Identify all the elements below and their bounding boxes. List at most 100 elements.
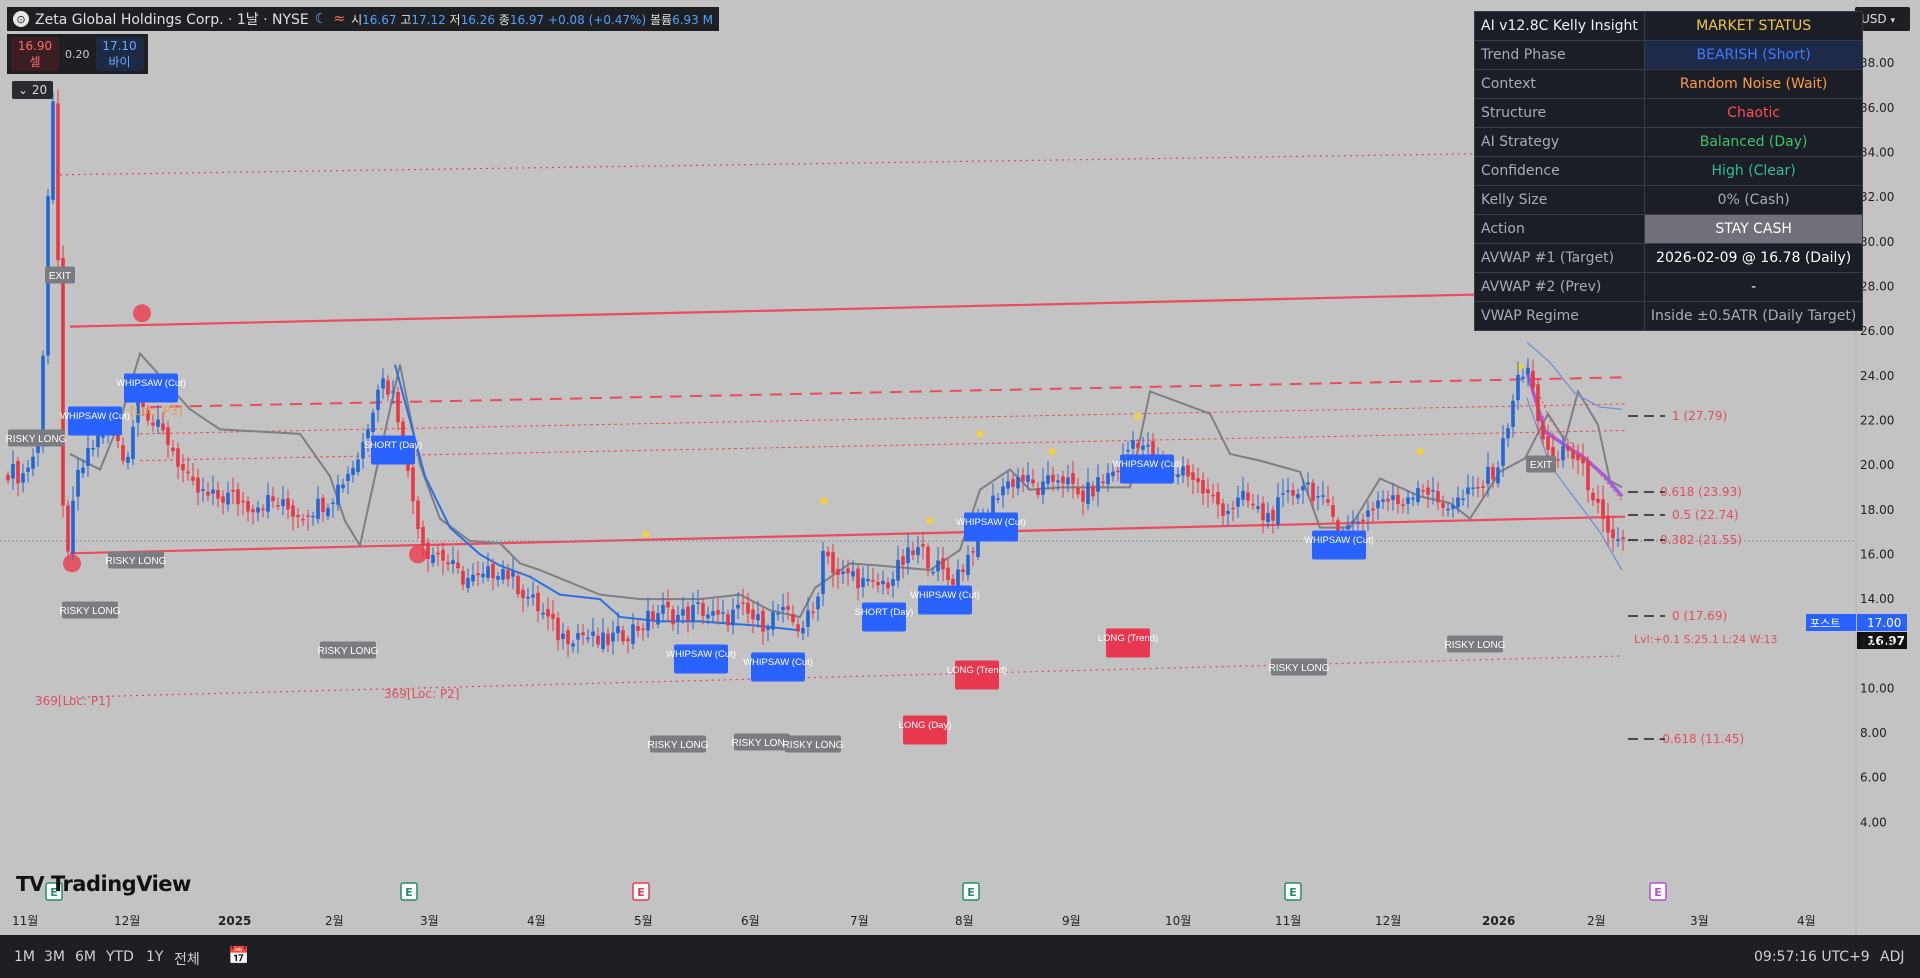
- candle-body: [1501, 438, 1505, 466]
- candle-body: [181, 463, 185, 471]
- candle-body: [1256, 506, 1260, 509]
- candle-body: [216, 489, 220, 499]
- panel-row: VWAP Regime Inside ±0.5ATR (Daily Target): [1474, 301, 1864, 331]
- candle-body: [1621, 537, 1625, 540]
- candle-body: [336, 484, 340, 505]
- candle-body: [751, 609, 755, 620]
- fib-label: -0.618 (11.45): [1658, 732, 1744, 746]
- range-6m[interactable]: 6M: [75, 949, 96, 965]
- candle-body: [901, 556, 905, 565]
- candle-body: [1221, 503, 1225, 516]
- panel-key: AVWAP #2 (Prev): [1474, 272, 1645, 302]
- candle-body: [136, 397, 140, 423]
- price-tick-label: 32.00: [1860, 190, 1894, 204]
- candle-body: [1481, 486, 1485, 488]
- candle-body: [436, 552, 440, 555]
- candle-body: [396, 391, 400, 423]
- candle-body: [151, 422, 155, 426]
- candle-body: [661, 604, 665, 614]
- candle-body: [36, 443, 40, 453]
- candle-body: [96, 435, 100, 448]
- candle-body: [426, 542, 430, 560]
- level-annotation: Lvl:+0.1 S:25.1 L:24 W:13: [1634, 633, 1778, 646]
- candle-body: [61, 257, 65, 506]
- candle-body: [1081, 490, 1085, 502]
- signal-label: RISKY LONG: [60, 601, 121, 619]
- signal-box: [1447, 635, 1503, 653]
- signal-label: RISKY LONG: [783, 735, 844, 753]
- fib-label: 0.382 (21.55): [1660, 533, 1742, 547]
- sell-button[interactable]: 16.90 셀: [11, 37, 59, 71]
- candle-body: [376, 389, 380, 410]
- time-axis[interactable]: 11월 12월 2025 2월 3월 4월 5월 6월 7월 8월 9월 10월 11월 12월 2026 2…: [12, 914, 1816, 928]
- calendar-icon[interactable]: 📅: [228, 946, 250, 966]
- earnings-marker: E: [400, 882, 418, 901]
- candle-body: [411, 467, 415, 502]
- signal-box: [1526, 455, 1556, 473]
- buy-button[interactable]: 17.10 바이: [95, 37, 144, 71]
- candle-body: [191, 476, 195, 481]
- time-tick-label: 10월: [1165, 914, 1191, 928]
- range-ytd[interactable]: YTD: [106, 949, 134, 965]
- range-3m[interactable]: 3M: [44, 949, 65, 965]
- time-tick-label: 2025: [218, 914, 251, 928]
- price-tick-label: 36.00: [1860, 101, 1894, 115]
- signal-box: [8, 429, 64, 447]
- candle-body: [76, 469, 80, 497]
- candle-body: [31, 456, 35, 469]
- candle-body: [41, 355, 45, 444]
- currency-selector[interactable]: USD ▾: [1855, 7, 1910, 31]
- signal-box: [903, 715, 947, 745]
- candle-body: [441, 549, 445, 561]
- time-tick-label: 12월: [114, 914, 140, 928]
- indicators-toggle[interactable]: ⌄ 20: [12, 81, 54, 99]
- signal-box: [650, 735, 706, 753]
- candle-body: [1381, 499, 1385, 502]
- candle-body: [446, 562, 450, 565]
- candle-body: [431, 554, 435, 564]
- candle-body: [621, 630, 625, 642]
- range-1y[interactable]: 1Y: [146, 949, 164, 965]
- panel-value: Balanced (Day): [1643, 127, 1864, 157]
- clock-readout[interactable]: 09:57:16 UTC+9: [1754, 949, 1870, 965]
- candle-body: [211, 489, 215, 494]
- candle-body: [606, 633, 610, 645]
- candle-body: [1206, 489, 1210, 494]
- time-tick-label: 3월: [420, 914, 439, 928]
- earnings-letter: E: [1654, 886, 1662, 899]
- candle-body: [301, 518, 305, 521]
- symbol-header[interactable]: ⊙ Zeta Global Holdings Corp. · 1날 · NYSE…: [7, 7, 719, 31]
- earnings-letter: E: [405, 886, 413, 899]
- panel-row: Kelly Size 0% (Cash): [1474, 185, 1864, 215]
- tradingview-logo[interactable]: 𝗧𝗩 TradingView: [16, 872, 191, 896]
- candle-body: [876, 582, 880, 586]
- candle-body: [176, 448, 180, 467]
- candle-body: [1061, 476, 1065, 484]
- candle-body: [881, 580, 885, 585]
- candle-body: [1021, 475, 1025, 482]
- candle-body: [1366, 510, 1370, 517]
- candle-body: [86, 447, 90, 466]
- signal-dot: [976, 430, 984, 438]
- candle-body: [1191, 472, 1195, 480]
- earnings-letter: E: [50, 886, 58, 899]
- adj-toggle[interactable]: ADJ: [1880, 949, 1905, 965]
- symbol-title[interactable]: Zeta Global Holdings Corp. · 1날 · NYSE: [35, 12, 309, 28]
- candle-body: [931, 571, 935, 574]
- panel-key: Context: [1474, 69, 1645, 99]
- candle-body: [711, 611, 715, 616]
- candle-body: [1611, 529, 1615, 539]
- chevron-down-icon: ⌄: [18, 83, 29, 97]
- candle-body: [1276, 497, 1280, 525]
- range-1m[interactable]: 1M: [14, 949, 35, 965]
- signal-box: [45, 266, 75, 284]
- candle-body: [506, 570, 510, 580]
- earnings-box: [632, 882, 650, 901]
- candle-body: [221, 496, 225, 503]
- candle-body: [266, 495, 270, 512]
- candle-body: [1446, 508, 1450, 511]
- candle-body: [1561, 446, 1565, 461]
- candle-body: [836, 568, 840, 575]
- candle-body: [1591, 492, 1595, 501]
- range-all[interactable]: 전체: [174, 952, 200, 968]
